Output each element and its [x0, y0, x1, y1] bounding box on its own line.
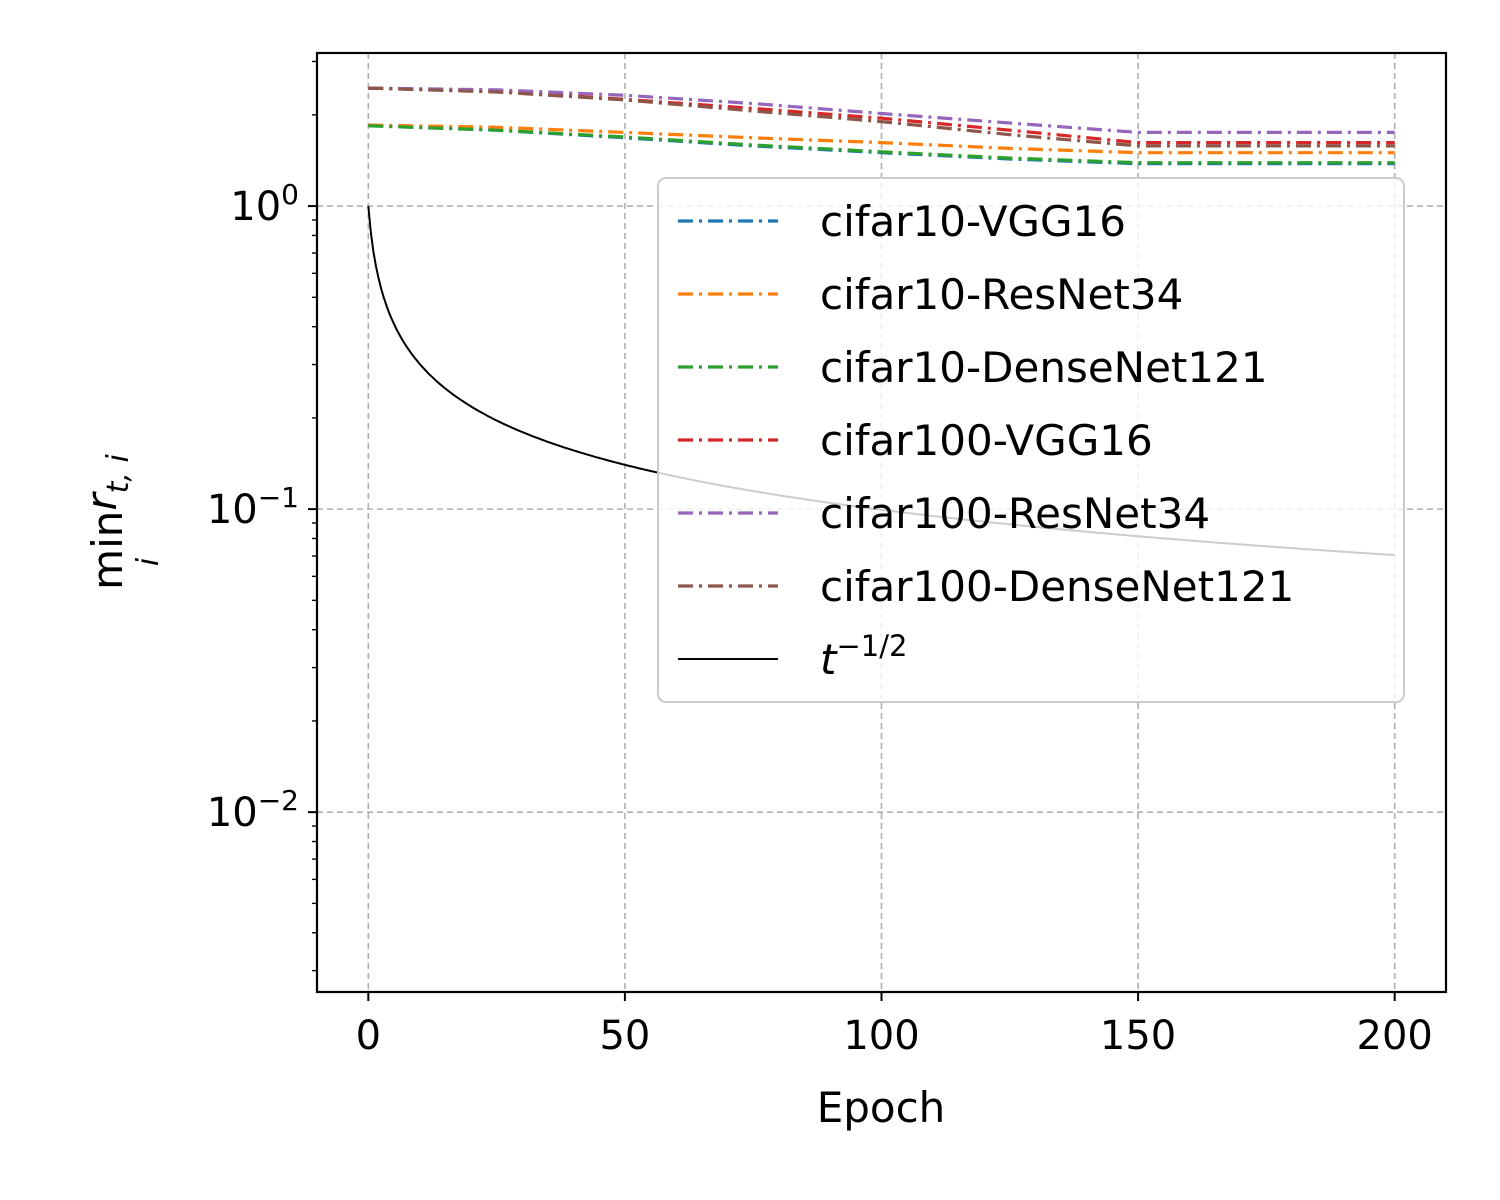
series-line [368, 124, 1395, 165]
x-tick-label: 200 [1357, 1013, 1433, 1059]
series-line [368, 86, 1395, 148]
y-label-var: r [77, 491, 126, 511]
x-tick-label: 0 [356, 1013, 381, 1059]
legend-label: cifar100-ResNet34 [820, 489, 1210, 538]
x-tick-label: 100 [843, 1013, 919, 1059]
y-label-sub: i [131, 557, 166, 566]
y-label-var-sub: t, i [101, 454, 136, 494]
legend-box [657, 177, 1405, 703]
legend-label: t−1/2 [820, 629, 907, 684]
x-tick-label: 150 [1100, 1013, 1176, 1059]
y-label-min: min [83, 511, 132, 590]
y-axis-label: minrt, i i [77, 454, 166, 590]
x-axis-label: Epoch [817, 1083, 946, 1132]
legend-label: cifar10-DenseNet121 [820, 343, 1268, 392]
legend: cifar10-VGG16 cifar10-ResNet34 cifar10-Den… [657, 177, 1405, 703]
x-tick-label: 50 [599, 1013, 650, 1059]
svg-text:minrt, i: minrt, i [77, 454, 136, 590]
y-tick-label: 10−2 [207, 784, 299, 836]
legend-label: cifar10-ResNet34 [820, 270, 1183, 319]
legend-label: cifar100-DenseNet121 [820, 562, 1294, 611]
series-line [368, 86, 1395, 134]
y-tick-label: 10−1 [207, 481, 299, 533]
series-line [368, 123, 1395, 155]
legend-label: cifar10-VGG16 [820, 197, 1126, 246]
axis-ticks: 0 50 100 150 200 100 10−1 10−2 [207, 60, 1433, 1059]
legend-label: cifar100-VGG16 [820, 416, 1153, 465]
y-tick-label: 100 [230, 178, 299, 230]
